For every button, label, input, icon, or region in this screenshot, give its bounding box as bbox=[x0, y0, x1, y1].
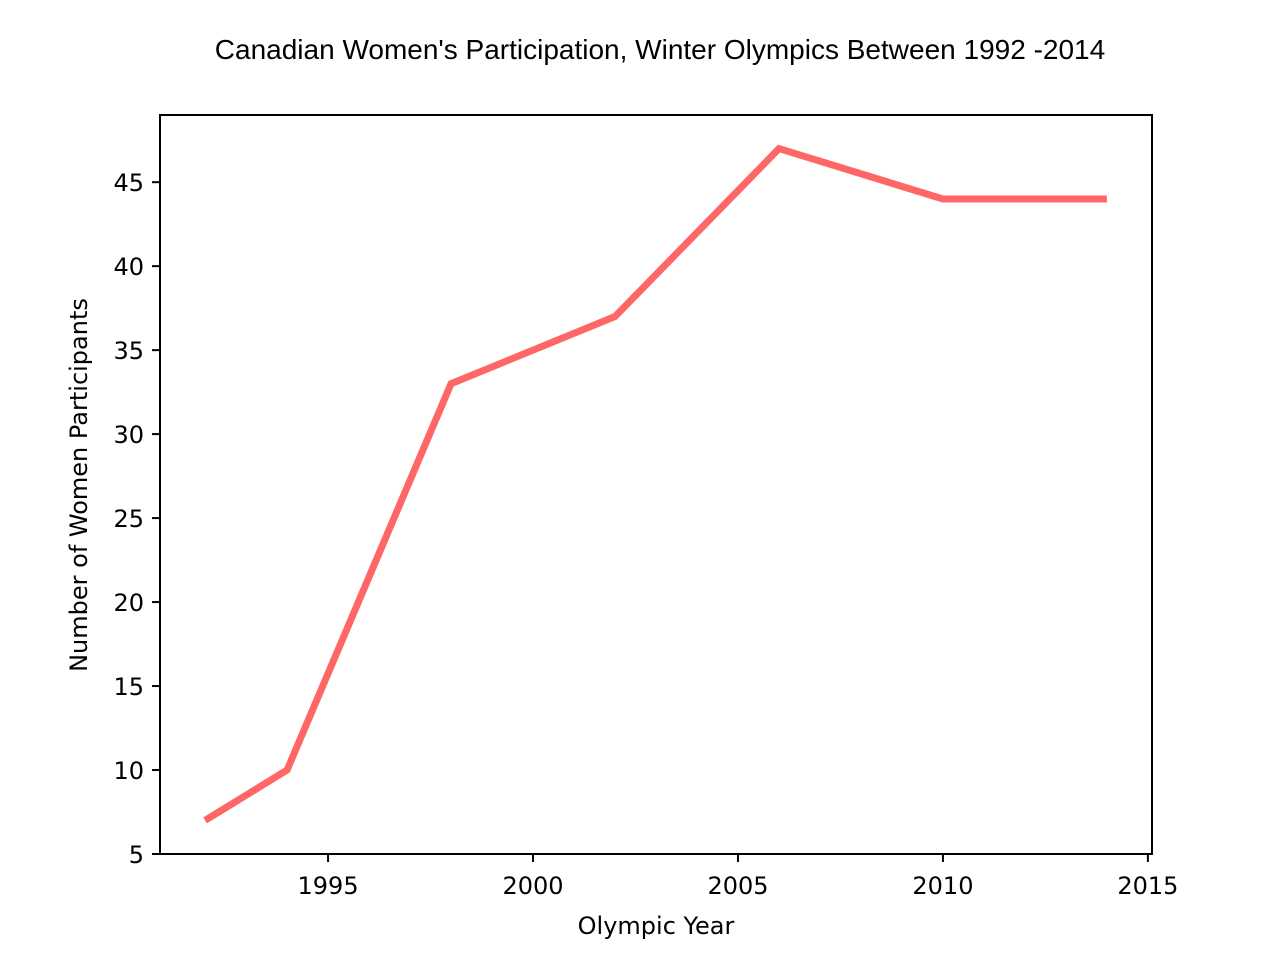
y-tick-label: 30 bbox=[113, 421, 144, 449]
plot-area bbox=[203, 144, 1107, 824]
y-tick-label: 40 bbox=[113, 253, 144, 281]
axes-frame bbox=[159, 114, 1153, 855]
x-axis-label: Olympic Year bbox=[578, 912, 735, 940]
x-tick-label: 2005 bbox=[707, 872, 768, 900]
y-tick-label: 15 bbox=[113, 673, 144, 701]
y-tick-label: 25 bbox=[113, 505, 144, 533]
x-tick-label: 2010 bbox=[912, 872, 973, 900]
y-tick-label: 35 bbox=[113, 337, 144, 365]
y-tick-label: 10 bbox=[113, 757, 144, 785]
x-axis-ticks: 1995 2000 2005 2010 2015 bbox=[298, 854, 1178, 900]
y-axis-ticks: 5 10 15 20 25 30 35 40 45 bbox=[113, 169, 160, 869]
x-tick-label: 1995 bbox=[298, 872, 359, 900]
y-axis-label: Number of Women Participants bbox=[65, 298, 93, 672]
series-line-1 bbox=[203, 144, 1107, 824]
x-tick-label: 2015 bbox=[1117, 872, 1178, 900]
chart-title: Canadian Women's Participation, Winter O… bbox=[215, 34, 1105, 65]
y-tick-label: 45 bbox=[113, 169, 144, 197]
y-tick-label: 5 bbox=[129, 841, 144, 869]
y-tick-label: 20 bbox=[113, 589, 144, 617]
x-tick-label: 2000 bbox=[502, 872, 563, 900]
